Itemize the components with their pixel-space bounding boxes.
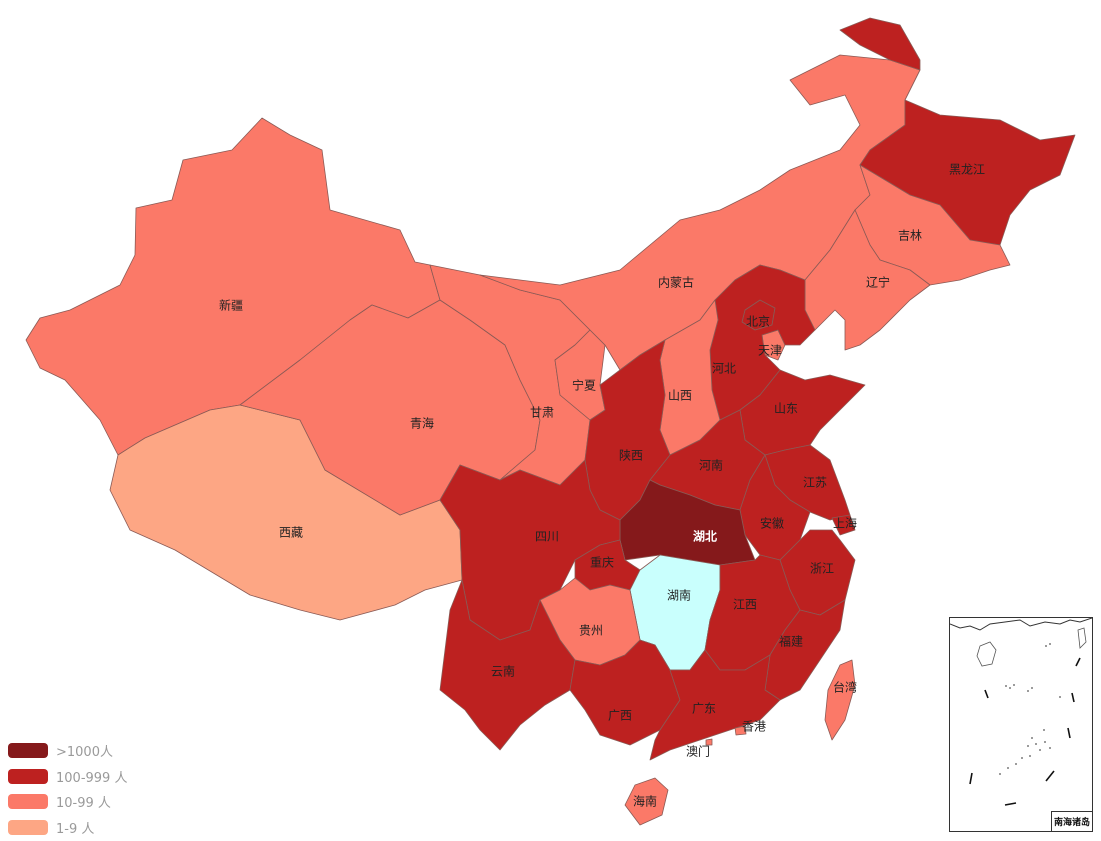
province-hainan[interactable]: [624, 777, 669, 826]
legend-swatch: [8, 794, 48, 810]
label-ningxia: 宁夏: [572, 378, 596, 393]
south-china-sea-inset: 南海诸岛: [949, 617, 1093, 832]
label-neimenggu: 内蒙古: [658, 275, 694, 290]
label-hunan: 湖南: [667, 588, 691, 603]
province-shanghai[interactable]: [831, 514, 856, 536]
inset-dash-line: [969, 657, 1081, 806]
label-jilin: 吉林: [898, 229, 922, 243]
inset-coastline: [950, 618, 1092, 631]
label-taiwan: 台湾: [833, 680, 857, 695]
label-henan: 河南: [699, 458, 723, 473]
label-guangxi: 广西: [608, 709, 632, 723]
inset-label: 南海诸岛: [1050, 811, 1092, 831]
label-jiangsu: 江苏: [803, 476, 827, 490]
label-chongqing: 重庆: [590, 556, 614, 570]
label-yunnan: 云南: [491, 664, 515, 679]
inset-islands: [999, 643, 1061, 775]
label-gansu: 甘肃: [530, 406, 554, 420]
label-sichuan: 四川: [535, 530, 559, 544]
legend-label: 1-9 人: [56, 821, 95, 837]
legend-swatch: [8, 768, 48, 784]
label-hebei: 河北: [712, 362, 736, 376]
label-guizhou: 贵州: [579, 624, 603, 638]
legend-label: 100-999 人: [56, 770, 128, 786]
label-fujian: 福建: [779, 634, 803, 649]
province-guangdong[interactable]: [649, 649, 781, 761]
legend-item-over-1000[interactable]: >1000人: [8, 738, 127, 764]
label-hubei: 湖北: [693, 529, 717, 544]
legend-item-1-9[interactable]: 1-9 人: [8, 815, 127, 841]
label-anhui: 安徽: [760, 516, 784, 531]
province-taiwan[interactable]: [824, 659, 856, 741]
province-yunnan[interactable]: [439, 579, 576, 751]
label-shanxi: 山西: [668, 389, 692, 403]
province-macau[interactable]: [705, 738, 713, 746]
label-qinghai: 青海: [410, 416, 434, 431]
label-xinjiang: 新疆: [219, 298, 243, 313]
label-hainan: 海南: [633, 794, 657, 809]
label-guangdong: 广东: [692, 702, 716, 716]
label-zhejiang: 浙江: [810, 562, 834, 576]
label-shaanxi: 陕西: [619, 448, 643, 463]
legend-swatch: [8, 819, 48, 835]
legend-label: >1000人: [56, 745, 113, 761]
legend-item-100-999[interactable]: 100-999 人: [8, 764, 127, 790]
label-liaoning: 辽宁: [866, 275, 890, 290]
label-xizang: 西藏: [279, 526, 303, 540]
label-hongkong: 香港: [742, 720, 766, 734]
label-macau: 澳门: [686, 744, 710, 759]
province-hongkong[interactable]: [734, 725, 747, 736]
inset-hainan-outline: [976, 641, 997, 667]
legend-swatch: [8, 743, 48, 759]
label-jiangxi: 江西: [733, 598, 757, 612]
label-heilongjiang: 黑龙江: [949, 163, 985, 177]
legend-item-10-99[interactable]: 10-99 人: [8, 789, 127, 815]
legend-label: 10-99 人: [56, 796, 111, 812]
label-tianjin: 天津: [758, 344, 782, 358]
label-shandong: 山东: [774, 402, 798, 416]
label-beijing: 北京: [746, 315, 770, 329]
label-shanghai: 上海: [833, 516, 857, 531]
inset-map: [950, 618, 1092, 806]
inset-taiwan-outline: [1077, 627, 1087, 649]
visualmap-legend: >1000人 100-999 人 10-99 人 1-9 人: [8, 738, 127, 840]
